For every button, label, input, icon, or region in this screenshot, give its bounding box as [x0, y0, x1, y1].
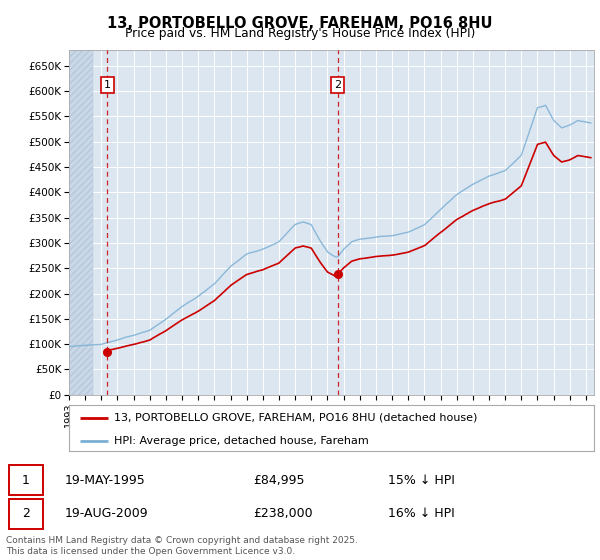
Text: 2: 2 [334, 80, 341, 90]
Text: Contains HM Land Registry data © Crown copyright and database right 2025.
This d: Contains HM Land Registry data © Crown c… [6, 536, 358, 556]
Text: 1: 1 [22, 474, 30, 487]
Text: 15% ↓ HPI: 15% ↓ HPI [388, 474, 455, 487]
Text: 2: 2 [22, 507, 30, 520]
Text: £84,995: £84,995 [253, 474, 304, 487]
Text: 13, PORTOBELLO GROVE, FAREHAM, PO16 8HU (detached house): 13, PORTOBELLO GROVE, FAREHAM, PO16 8HU … [113, 413, 477, 423]
Text: Price paid vs. HM Land Registry's House Price Index (HPI): Price paid vs. HM Land Registry's House … [125, 27, 475, 40]
Text: HPI: Average price, detached house, Fareham: HPI: Average price, detached house, Fare… [113, 436, 368, 446]
Text: 19-AUG-2009: 19-AUG-2009 [65, 507, 148, 520]
Text: 16% ↓ HPI: 16% ↓ HPI [388, 507, 455, 520]
Bar [69, 50, 93, 395]
Text: 19-MAY-1995: 19-MAY-1995 [65, 474, 146, 487]
Text: £238,000: £238,000 [253, 507, 313, 520]
Bar [9, 498, 43, 529]
Text: 13, PORTOBELLO GROVE, FAREHAM, PO16 8HU: 13, PORTOBELLO GROVE, FAREHAM, PO16 8HU [107, 16, 493, 31]
Text: 1: 1 [104, 80, 111, 90]
Bar [9, 465, 43, 496]
